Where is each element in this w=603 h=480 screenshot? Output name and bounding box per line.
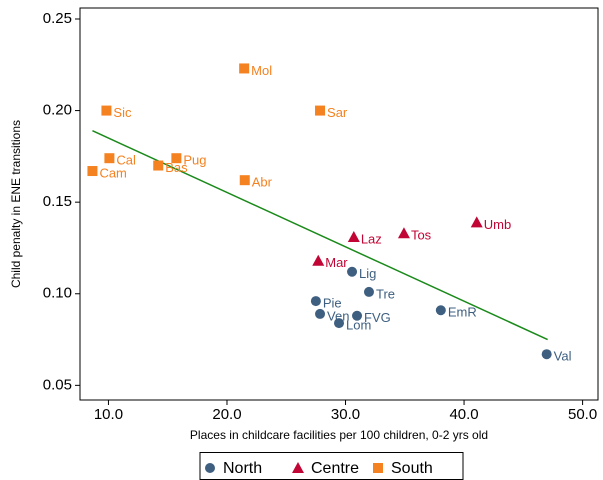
- legend-label: North: [223, 460, 262, 477]
- point: [315, 105, 326, 116]
- point-label: Sic: [113, 105, 132, 120]
- point: [334, 318, 344, 329]
- point: [315, 308, 326, 319]
- y-tick-label: 0.20: [43, 102, 72, 119]
- x-tick-label: 20.0: [212, 406, 241, 423]
- point-label: Cal: [116, 153, 136, 168]
- fit-line: [92, 130, 548, 341]
- point-label: Tos: [411, 228, 432, 243]
- x-tick-label: 10.0: [94, 406, 123, 423]
- point-label: EmR: [448, 305, 477, 320]
- point: [363, 286, 374, 297]
- point: [87, 166, 98, 177]
- legend-marker: [292, 462, 304, 473]
- point-label: Ven: [327, 308, 349, 323]
- point: [541, 349, 552, 360]
- point: [352, 310, 363, 321]
- y-tick-label: 0.10: [43, 285, 72, 302]
- y-tick-label: 0.25: [43, 10, 72, 27]
- point: [239, 63, 250, 74]
- y-axis-title: Child penalty in ENE transitions: [9, 120, 23, 288]
- point-label: Pug: [183, 153, 206, 168]
- point: [397, 227, 410, 239]
- point: [104, 153, 115, 164]
- point: [101, 105, 112, 116]
- x-axis-title: Places in childcare facilities per 100 c…: [190, 428, 488, 442]
- x-tick-label: 50.0: [568, 406, 597, 423]
- point-label: Pie: [323, 296, 342, 311]
- point: [171, 153, 182, 164]
- point-label: Umb: [484, 217, 511, 232]
- y-tick-label: 0.15: [43, 193, 72, 210]
- legend-marker: [373, 463, 383, 473]
- legend-label: South: [391, 460, 433, 477]
- point-label: Mar: [325, 255, 348, 270]
- point: [470, 216, 483, 228]
- point: [153, 160, 164, 171]
- point: [347, 230, 360, 242]
- point-label: Bas: [165, 160, 188, 175]
- point-label: Mol: [251, 63, 272, 78]
- point-label: Lig: [359, 266, 376, 281]
- legend-box: [199, 452, 464, 480]
- plot-frame: [79, 7, 599, 401]
- x-tick-label: 40.0: [449, 406, 478, 423]
- point: [312, 254, 325, 266]
- point: [347, 266, 358, 277]
- legend-marker: [205, 463, 215, 473]
- point-label: FVG: [364, 310, 391, 325]
- point: [310, 296, 321, 307]
- point-label: Cam: [99, 165, 126, 180]
- point-label: Val: [554, 349, 572, 364]
- point-label: Lom: [346, 318, 371, 333]
- point-label: Sar: [327, 105, 348, 120]
- point-label: Abr: [252, 175, 273, 190]
- legend-label: Centre: [311, 460, 359, 477]
- x-tick-label: 30.0: [331, 406, 360, 423]
- point-label: Tre: [376, 286, 395, 301]
- y-tick-label: 0.05: [43, 376, 72, 393]
- point-label: Laz: [361, 231, 382, 246]
- point: [435, 305, 446, 316]
- point: [239, 175, 250, 186]
